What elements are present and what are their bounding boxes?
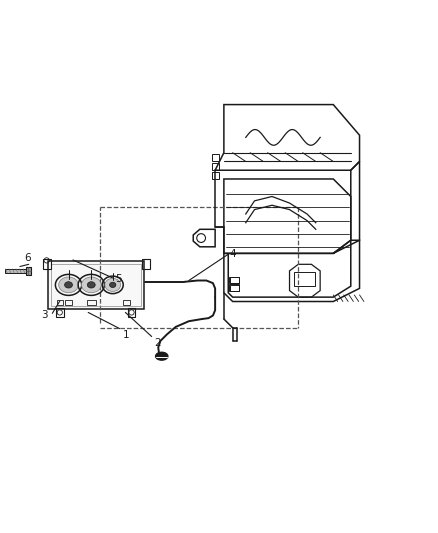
- Bar: [42, 259, 50, 269]
- Bar: [51, 264, 141, 306]
- Bar: [48, 261, 144, 309]
- Bar: [141, 259, 150, 269]
- Bar: [293, 272, 314, 286]
- Bar: [211, 172, 218, 179]
- Ellipse shape: [64, 282, 72, 288]
- Ellipse shape: [59, 277, 78, 293]
- Ellipse shape: [110, 282, 116, 287]
- Text: 4: 4: [229, 249, 236, 259]
- Bar: [229, 277, 238, 283]
- Text: 1: 1: [122, 330, 129, 341]
- Bar: [25, 267, 31, 275]
- Bar: [56, 308, 64, 317]
- Text: 6: 6: [25, 253, 31, 263]
- Bar: [5, 269, 25, 273]
- Bar: [230, 285, 238, 290]
- Bar: [127, 308, 135, 317]
- Bar: [87, 300, 96, 305]
- Ellipse shape: [105, 278, 120, 292]
- Bar: [230, 278, 238, 283]
- Ellipse shape: [155, 352, 167, 360]
- Bar: [211, 155, 218, 161]
- Text: 2: 2: [153, 338, 160, 348]
- Bar: [123, 300, 130, 304]
- Bar: [57, 300, 63, 304]
- Bar: [211, 163, 218, 170]
- Bar: [65, 300, 72, 304]
- Text: 3: 3: [41, 310, 48, 320]
- Bar: [229, 285, 238, 290]
- Ellipse shape: [81, 277, 101, 293]
- Ellipse shape: [87, 282, 95, 288]
- Text: 5: 5: [115, 274, 122, 284]
